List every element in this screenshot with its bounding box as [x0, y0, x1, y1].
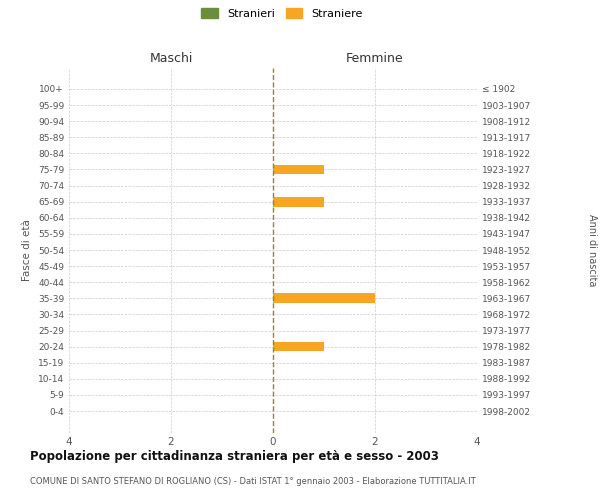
Text: COMUNE DI SANTO STEFANO DI ROGLIANO (CS) - Dati ISTAT 1° gennaio 2003 - Elaboraz: COMUNE DI SANTO STEFANO DI ROGLIANO (CS)…	[30, 478, 476, 486]
Text: Femmine: Femmine	[346, 52, 404, 65]
Legend: Stranieri, Straniere: Stranieri, Straniere	[199, 6, 365, 21]
Bar	[273, 197, 324, 206]
Text: Anni di nascita: Anni di nascita	[587, 214, 597, 286]
Bar	[273, 164, 324, 174]
Y-axis label: Fasce di età: Fasce di età	[22, 219, 32, 281]
Text: Popolazione per cittadinanza straniera per età e sesso - 2003: Popolazione per cittadinanza straniera p…	[30, 450, 439, 463]
Text: Maschi: Maschi	[149, 52, 193, 65]
Bar	[273, 294, 375, 303]
Bar	[273, 342, 324, 351]
